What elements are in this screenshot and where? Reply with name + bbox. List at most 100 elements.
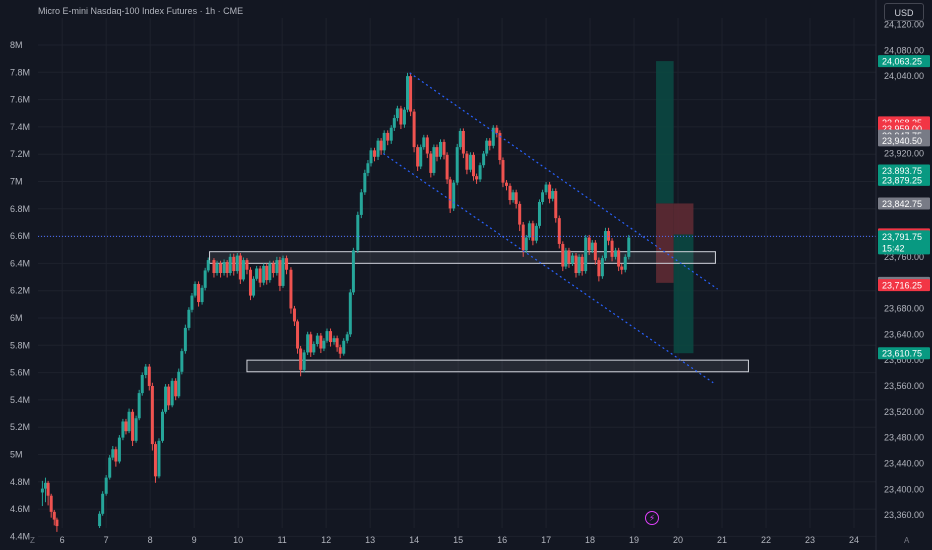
candle-body-152 bbox=[584, 237, 588, 272]
candle-body-108 bbox=[439, 141, 443, 157]
time-axis-tick-10: 16 bbox=[497, 535, 507, 545]
candle-body-157 bbox=[600, 258, 604, 277]
position-profit-box-1 bbox=[673, 234, 694, 354]
left-axis-tick-3: 7.4M bbox=[10, 122, 30, 132]
candle-body-91 bbox=[382, 132, 386, 151]
candle-body-5 bbox=[55, 519, 59, 527]
candle-body-113 bbox=[455, 147, 459, 183]
candle-body-137 bbox=[534, 225, 538, 241]
time-axis-tick-14: 20 bbox=[673, 535, 683, 545]
candle-body-47 bbox=[235, 255, 239, 272]
candle-body-119 bbox=[475, 176, 479, 180]
candle-body-103 bbox=[422, 137, 426, 148]
candle-body-77 bbox=[335, 338, 339, 348]
candle-body-73 bbox=[322, 340, 326, 349]
candle-body-66 bbox=[299, 348, 303, 370]
candle-body-57 bbox=[268, 263, 272, 281]
candle-body-19 bbox=[140, 375, 144, 394]
candle-body-90 bbox=[379, 140, 383, 151]
candle-body-140 bbox=[544, 184, 548, 193]
candle-body-149 bbox=[574, 255, 578, 273]
candle-body-79 bbox=[342, 340, 346, 354]
candle-body-16 bbox=[131, 411, 135, 441]
zone-box-0 bbox=[209, 251, 716, 264]
corner-left-label[interactable]: Z bbox=[30, 536, 35, 545]
candle-body-78 bbox=[338, 347, 342, 354]
lightning-icon[interactable]: ⚡ bbox=[645, 511, 659, 525]
candle-body-117 bbox=[468, 154, 472, 170]
candle-body-98 bbox=[406, 76, 410, 110]
time-axis-tick-9: 15 bbox=[453, 535, 463, 545]
price-label-7: 23,842.75 bbox=[882, 199, 922, 209]
candle-body-133 bbox=[521, 224, 525, 251]
candle-body-105 bbox=[429, 153, 433, 173]
candle-body-37 bbox=[200, 287, 204, 303]
candle-body-109 bbox=[442, 141, 446, 155]
left-axis-tick-2: 7.6M bbox=[10, 95, 30, 105]
candle-body-36 bbox=[197, 283, 201, 303]
left-axis-tick-16: 4.8M bbox=[10, 477, 30, 487]
candle-body-15 bbox=[127, 411, 131, 432]
candle-body-102 bbox=[419, 147, 423, 167]
candle-body-49 bbox=[241, 260, 245, 280]
left-axis-tick-17: 4.6M bbox=[10, 504, 30, 514]
candle-body-45 bbox=[228, 256, 232, 273]
time-axis-tick-15: 21 bbox=[717, 535, 727, 545]
candle-body-72 bbox=[319, 335, 323, 349]
candle-body-116 bbox=[465, 153, 469, 170]
candle-body-130 bbox=[511, 192, 515, 201]
time-axis-tick-17: 23 bbox=[805, 535, 815, 545]
candle-body-68 bbox=[306, 334, 310, 353]
time-axis-tick-1: 7 bbox=[104, 535, 109, 545]
price-label-bg-7 bbox=[878, 197, 930, 210]
price-label-bg-9 bbox=[878, 230, 930, 255]
chart-title: Micro E-mini Nasdaq-100 Index Futures · … bbox=[38, 6, 244, 16]
candle-body-30 bbox=[177, 371, 181, 397]
candle-body-48 bbox=[238, 255, 242, 280]
price-label-countdown-9: 15:42 bbox=[882, 243, 905, 253]
candle-body-162 bbox=[617, 250, 621, 267]
candle-body-10 bbox=[111, 449, 115, 458]
time-axis-tick-13: 19 bbox=[629, 535, 639, 545]
candle-body-39 bbox=[206, 260, 210, 271]
price-axis-tick-3: 23,920.00 bbox=[884, 149, 924, 159]
left-axis: 8M 7.8M 7.6M 7.4M 7.2M 7M 6.8M 6.6M 6.4M 6.2M 6M 5.… bbox=[10, 40, 30, 541]
candle-body-122 bbox=[485, 140, 489, 154]
candle-body-9 bbox=[108, 457, 112, 478]
currency-button[interactable]: USD bbox=[884, 3, 924, 21]
candle-body-2 bbox=[46, 482, 50, 496]
price-axis-tick-2: 24,040.00 bbox=[884, 71, 924, 81]
candle-body-75 bbox=[329, 331, 333, 343]
candle-body-131 bbox=[514, 192, 518, 204]
price-axis-tick-4: 23,760.00 bbox=[884, 252, 924, 262]
time-axis-tick-4: 10 bbox=[233, 535, 243, 545]
price-label-bg-6 bbox=[878, 173, 930, 186]
candle-body-8 bbox=[104, 477, 108, 494]
left-axis-tick-14: 5.2M bbox=[10, 422, 30, 432]
candle-body-29 bbox=[174, 380, 178, 397]
candle-body-115 bbox=[461, 130, 465, 154]
channel-line-1 bbox=[382, 153, 714, 384]
candle-body-60 bbox=[278, 260, 282, 286]
candle-body-121 bbox=[482, 153, 486, 166]
candle-body-69 bbox=[309, 334, 313, 353]
candle-body-96 bbox=[399, 108, 403, 125]
position-loss-box-1 bbox=[673, 203, 694, 235]
candle-body-61 bbox=[281, 258, 285, 286]
candle-body-126 bbox=[498, 132, 502, 161]
left-axis-tick-0: 8M bbox=[10, 40, 23, 50]
candle-body-18 bbox=[137, 393, 141, 419]
price-axis[interactable]: 24,120.00 24,080.00 24,040.00 23,920.00 23,7… bbox=[875, 0, 930, 550]
candle-body-58 bbox=[271, 263, 275, 273]
time-axis-tick-5: 11 bbox=[277, 535, 286, 545]
candle-body-42 bbox=[219, 263, 223, 273]
candle-body-40 bbox=[212, 260, 216, 273]
left-axis-tick-15: 5M bbox=[10, 450, 23, 460]
candle-body-84 bbox=[359, 192, 363, 215]
time-axis[interactable]: 6 7 8 9 10 11 12 13 14 15 16 17 18 19 20 21 22 23 24 bbox=[60, 535, 859, 545]
candle-body-53 bbox=[255, 268, 259, 279]
candle-body-59 bbox=[275, 260, 279, 273]
corner-right-label[interactable]: A bbox=[904, 536, 910, 545]
candle-body-43 bbox=[222, 262, 226, 273]
